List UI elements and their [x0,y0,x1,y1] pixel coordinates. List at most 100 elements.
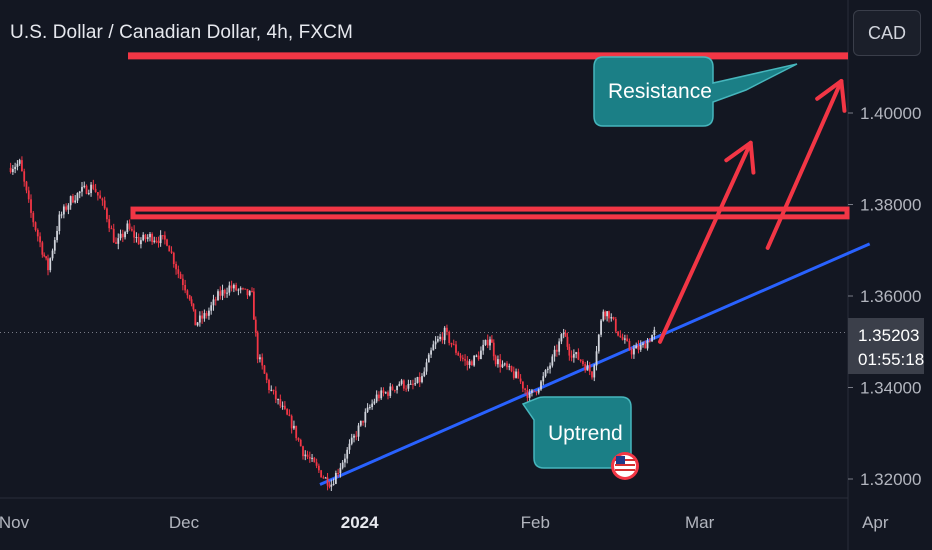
candle-body [286,409,289,415]
candle-body [78,191,81,194]
uptrend-callout[interactable]: Uptrend [521,396,632,469]
candle-body [380,390,383,399]
candle [130,226,133,232]
currency-button[interactable]: CAD [853,10,921,56]
candle-body [595,351,598,366]
candle [263,364,266,374]
uptrend-callout-text: Uptrend [548,422,623,445]
candle-body [99,195,102,199]
candle [168,245,171,252]
candle-body [142,234,145,241]
candle [115,237,117,244]
candle-body [43,254,46,257]
candle-body [626,338,629,341]
candle-body [393,389,396,391]
candle-body [65,206,68,210]
candle-body [36,229,39,237]
candle [489,336,491,351]
candle [642,341,644,348]
candle-body [155,240,158,242]
candle-body [58,214,61,231]
candle-body [53,240,56,251]
candle [137,233,140,245]
candle [140,237,142,249]
candle-body [232,284,235,289]
candle-body [168,245,171,252]
candle [446,324,448,336]
candle [23,168,26,187]
candle-body [508,366,511,368]
candle [65,203,68,212]
candle [582,359,584,367]
candle [103,196,106,210]
candle [286,408,289,416]
candle [330,479,333,492]
candle [526,384,529,402]
candle [324,476,327,479]
candle [76,192,79,204]
candle [18,158,21,166]
candle [92,179,95,191]
candle [608,310,610,323]
candle-body [175,264,177,270]
candle [412,379,414,390]
candle-body [67,205,70,210]
x-axis-tick-label: 2024 [341,513,379,532]
candle [439,333,442,342]
candle-body [76,193,79,201]
us-flag-icon[interactable] [611,452,639,480]
candle-body [14,166,17,169]
candle-body [425,362,428,372]
flag-stripe [615,464,635,466]
candle [244,288,247,290]
candle-body [237,289,240,291]
candle [254,316,257,337]
candle [155,237,158,244]
candle-body [402,380,405,389]
candle-body [562,333,565,335]
candle [27,186,30,203]
candle-body [591,371,593,378]
candle [427,352,430,363]
candle [486,334,489,349]
candle-body [205,313,208,316]
candle-body [18,160,21,164]
candle [630,347,633,359]
candle [11,164,14,175]
candle-body [551,356,554,366]
candle-body [60,214,63,216]
candle-body [588,365,591,372]
candle-body [242,288,244,290]
candle [455,341,457,356]
candle-body [497,359,499,365]
candle-body [177,269,180,274]
chart-title: U.S. Dollar / Canadian Dollar, 4h, FXCM [10,22,353,43]
candle [188,294,191,301]
candle [239,286,242,294]
candle [470,359,473,366]
candle [112,223,115,243]
resistance-callout[interactable]: Resistance [593,56,798,127]
candle [398,381,401,387]
candle [418,372,421,388]
candle [201,310,204,324]
candle [192,303,195,312]
candle-body [295,425,298,439]
candle [281,401,284,410]
candle [297,437,300,442]
candle [334,470,337,485]
candle [146,234,149,242]
candle [237,288,240,296]
candle [337,468,340,478]
candle-body [570,355,573,358]
candle [295,425,298,441]
candle-body [398,383,401,387]
candle [149,231,151,242]
candle-body [510,366,513,372]
candle-body [208,310,210,316]
candle-body [519,378,522,382]
candle [577,348,580,361]
candle-body [133,230,136,238]
